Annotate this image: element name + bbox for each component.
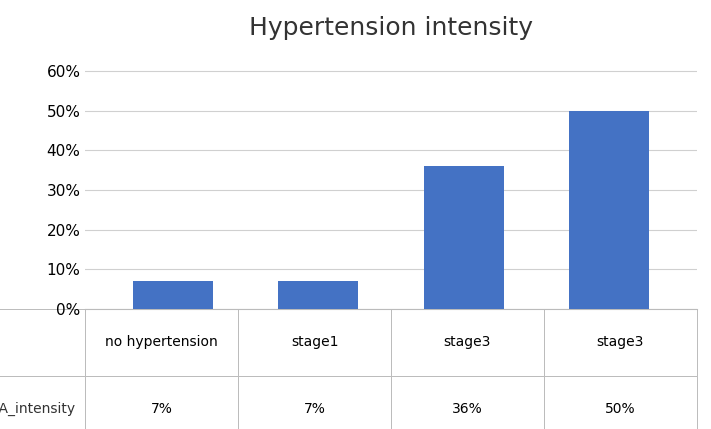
Bar: [278, 281, 358, 309]
Bar: [424, 166, 504, 309]
Title: Hypertension intensity: Hypertension intensity: [249, 16, 533, 40]
Bar: [133, 281, 213, 309]
Bar: [570, 111, 649, 309]
